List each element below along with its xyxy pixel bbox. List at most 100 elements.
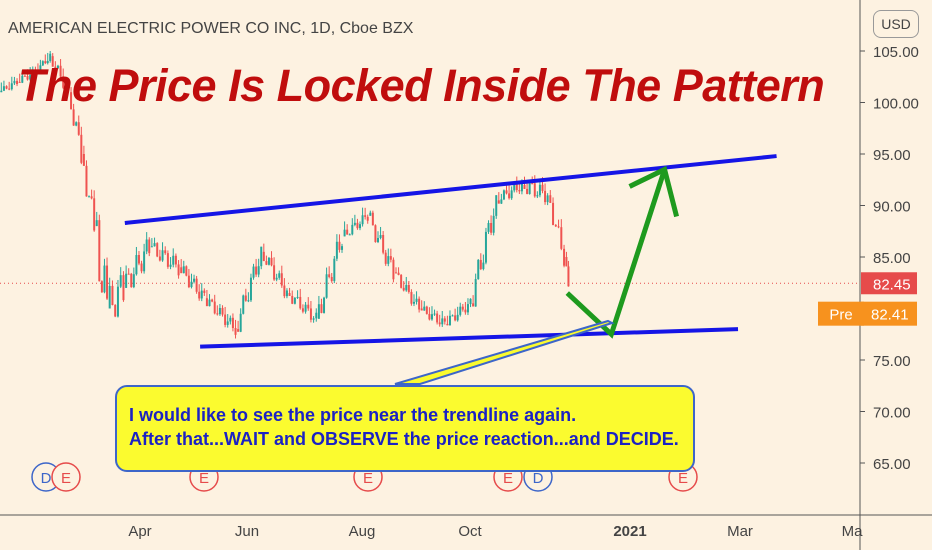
candle-body [231,317,234,329]
event-marker-label: E [678,470,688,487]
event-marker-label: E [503,470,513,487]
candle-body [479,259,482,270]
candle-body [5,86,8,89]
candle-body [563,248,566,266]
candle-body [341,246,344,250]
time-axis-label: 2021 [613,523,646,540]
note-line-2: After that...WAIT and OBSERVE the price … [129,429,679,449]
candle-body [49,53,52,61]
candle-body [369,212,372,216]
price-tick-label: 85.00 [873,250,911,267]
price-tick-label: 75.00 [873,353,911,370]
candle-body [29,75,32,80]
callout-pointer [394,319,615,385]
candle-body [377,237,380,243]
candle-body [158,256,161,261]
candle-body [495,195,498,216]
candle-body [415,298,418,302]
candle-body [474,279,477,307]
candle-body [371,212,374,226]
candle-body [39,65,42,73]
candle-body [410,291,413,304]
candle-body [323,297,326,313]
price-tick-label: 95.00 [873,147,911,164]
candle-body [379,235,382,238]
candle-body [26,76,29,80]
candle-body [343,229,346,237]
time-axis-label: Mar [727,523,753,540]
candle-body [451,315,454,317]
projection-path[interactable] [565,168,667,339]
price-tick-label: 100.00 [873,96,919,113]
time-axis-label: Aug [349,523,376,540]
price-tick-label: 105.00 [873,44,919,61]
candle-body [36,71,39,73]
candle-body [366,216,369,221]
candle-body [137,255,140,264]
candle-body [523,184,526,189]
candle-body [291,295,294,304]
candle-body [249,277,252,301]
candle-body [518,190,521,192]
candle-body [487,222,490,232]
candle-body [216,313,219,315]
candle-body [166,253,169,267]
candle-body [338,241,341,250]
candle-body [265,261,268,265]
candle-body [145,239,148,252]
candle-body [193,278,196,282]
candle-body [18,81,21,83]
candle-body [34,69,37,73]
candle-body [239,313,242,332]
candle-body [0,90,3,93]
candle-body [351,224,354,235]
candle-body [394,272,397,274]
candle-body [153,243,156,247]
candle-body [490,222,493,233]
candle-body [161,250,164,261]
candle-body [359,224,362,229]
candle-body [190,281,193,288]
upper-trendline[interactable] [124,154,777,225]
candle-body [56,65,59,69]
event-marker-label: E [61,470,71,487]
candle-body [420,308,423,311]
candle-body [82,154,85,166]
candle-body [169,264,172,267]
candle-body [150,246,153,248]
note-callout: I would like to see the price near the t… [115,385,695,472]
candle-body [492,215,495,233]
candle-body [213,301,216,314]
candle-body [301,308,304,312]
currency-button[interactable]: USD [873,10,919,38]
candle-body [85,165,88,197]
candle-body [280,273,283,286]
candle-body [402,287,405,291]
candle-body [260,246,263,267]
candle-body [466,304,469,313]
price-tick-label: 65.00 [873,456,911,473]
candle-body [293,297,296,304]
candle-body [538,184,541,196]
candle-body [330,276,333,282]
candle-body [552,202,555,225]
candle-body [557,226,560,228]
candle-body [374,225,377,243]
candle-body [237,329,240,332]
candle-body [108,285,111,309]
lower-trendline[interactable] [200,327,739,349]
candle-body [135,255,138,275]
candle-body [132,274,135,288]
candle-body [41,61,44,66]
candle-body [441,318,444,325]
candle-body [172,255,175,265]
earnings-marker[interactable] [51,462,81,492]
candle-body [364,215,367,217]
candle-body [469,298,472,305]
candle-body [275,277,278,280]
headline-annotation: The Price Is Locked Inside The Pattern [18,60,825,111]
candle-body [459,306,462,315]
candle-body [423,306,426,311]
candle-body [273,265,276,280]
